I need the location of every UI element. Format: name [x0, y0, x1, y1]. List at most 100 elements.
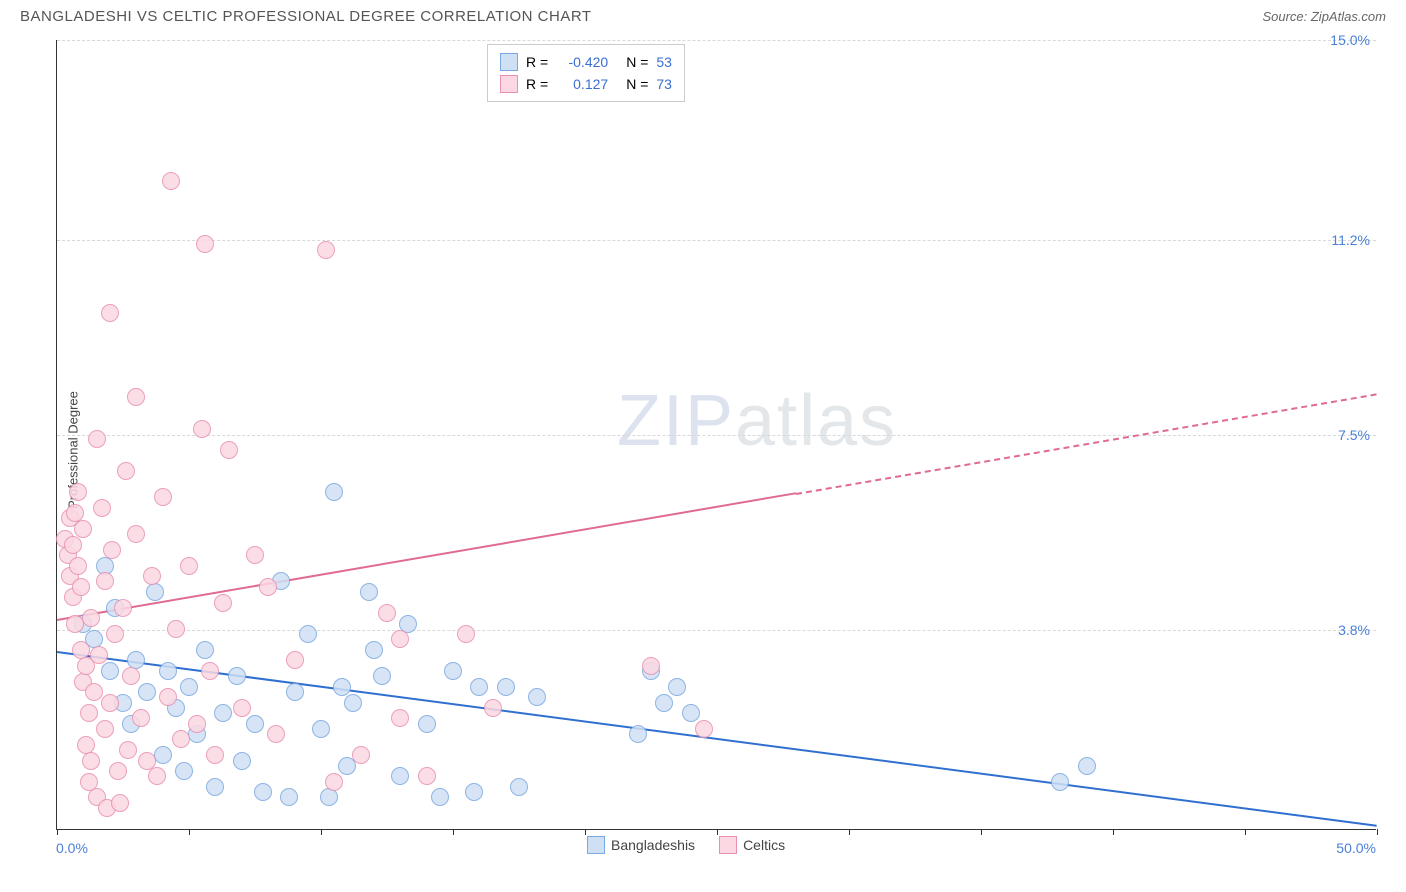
legend-swatch	[500, 75, 518, 93]
scatter-point-celtics	[317, 241, 335, 259]
scatter-point-bangladeshis	[175, 762, 193, 780]
scatter-point-celtics	[188, 715, 206, 733]
scatter-point-celtics	[101, 694, 119, 712]
x-tick	[585, 829, 586, 835]
y-tick-label: 7.5%	[1338, 427, 1370, 443]
watermark: ZIPatlas	[617, 380, 897, 462]
scatter-point-bangladeshis	[1051, 773, 1069, 791]
y-tick-label: 11.2%	[1331, 232, 1370, 248]
scatter-point-celtics	[117, 462, 135, 480]
scatter-point-celtics	[391, 709, 409, 727]
scatter-point-bangladeshis	[344, 694, 362, 712]
r-label: R =	[526, 51, 548, 73]
scatter-point-celtics	[80, 704, 98, 722]
scatter-point-bangladeshis	[146, 583, 164, 601]
scatter-point-celtics	[159, 688, 177, 706]
scatter-point-celtics	[109, 762, 127, 780]
x-tick	[321, 829, 322, 835]
scatter-point-bangladeshis	[180, 678, 198, 696]
gridline	[57, 435, 1376, 436]
n-label: N =	[626, 73, 648, 95]
scatter-point-bangladeshis	[320, 788, 338, 806]
scatter-point-celtics	[352, 746, 370, 764]
x-tick	[453, 829, 454, 835]
scatter-point-celtics	[484, 699, 502, 717]
gridline	[57, 40, 1376, 41]
scatter-point-celtics	[642, 657, 660, 675]
scatter-point-celtics	[172, 730, 190, 748]
x-tick	[189, 829, 190, 835]
scatter-point-bangladeshis	[312, 720, 330, 738]
gridline	[57, 240, 1376, 241]
scatter-point-celtics	[106, 625, 124, 643]
scatter-point-bangladeshis	[668, 678, 686, 696]
scatter-point-celtics	[101, 304, 119, 322]
scatter-point-celtics	[127, 525, 145, 543]
trend-line	[57, 493, 797, 622]
scatter-point-celtics	[162, 172, 180, 190]
scatter-point-bangladeshis	[682, 704, 700, 722]
x-tick	[57, 829, 58, 835]
x-min-label: 0.0%	[56, 840, 88, 856]
scatter-point-celtics	[214, 594, 232, 612]
scatter-point-bangladeshis	[325, 483, 343, 501]
scatter-point-celtics	[122, 667, 140, 685]
scatter-point-bangladeshis	[510, 778, 528, 796]
scatter-point-bangladeshis	[333, 678, 351, 696]
scatter-point-celtics	[93, 499, 111, 517]
scatter-point-bangladeshis	[431, 788, 449, 806]
trend-line-dashed	[796, 393, 1377, 495]
scatter-point-celtics	[391, 630, 409, 648]
y-tick-label: 15.0%	[1330, 32, 1370, 48]
scatter-point-bangladeshis	[138, 683, 156, 701]
scatter-point-bangladeshis	[391, 767, 409, 785]
scatter-point-celtics	[201, 662, 219, 680]
scatter-point-celtics	[196, 235, 214, 253]
scatter-point-celtics	[74, 520, 92, 538]
correlation-legend: R = -0.420N = 53R = 0.127N = 73	[487, 44, 685, 102]
scatter-point-celtics	[96, 720, 114, 738]
scatter-point-bangladeshis	[154, 746, 172, 764]
scatter-point-celtics	[111, 794, 129, 812]
scatter-point-celtics	[180, 557, 198, 575]
scatter-point-celtics	[267, 725, 285, 743]
scatter-point-bangladeshis	[465, 783, 483, 801]
legend-row-bangladeshis: R = -0.420N = 53	[500, 51, 672, 73]
x-tick	[1245, 829, 1246, 835]
scatter-point-bangladeshis	[254, 783, 272, 801]
scatter-point-celtics	[418, 767, 436, 785]
scatter-point-celtics	[119, 741, 137, 759]
x-tick	[1113, 829, 1114, 835]
source-credit: Source: ZipAtlas.com	[1262, 9, 1386, 24]
scatter-point-celtics	[286, 651, 304, 669]
scatter-point-celtics	[378, 604, 396, 622]
scatter-point-bangladeshis	[228, 667, 246, 685]
scatter-point-celtics	[325, 773, 343, 791]
scatter-point-bangladeshis	[280, 788, 298, 806]
scatter-point-bangladeshis	[629, 725, 647, 743]
scatter-point-bangladeshis	[206, 778, 224, 796]
scatter-point-celtics	[88, 430, 106, 448]
scatter-point-celtics	[206, 746, 224, 764]
scatter-point-celtics	[114, 599, 132, 617]
x-tick	[1377, 829, 1378, 835]
scatter-point-celtics	[127, 388, 145, 406]
x-tick	[849, 829, 850, 835]
scatter-point-celtics	[695, 720, 713, 738]
scatter-point-celtics	[90, 646, 108, 664]
scatter-point-bangladeshis	[418, 715, 436, 733]
scatter-point-bangladeshis	[196, 641, 214, 659]
scatter-point-bangladeshis	[159, 662, 177, 680]
scatter-point-celtics	[167, 620, 185, 638]
scatter-point-celtics	[246, 546, 264, 564]
scatter-point-celtics	[143, 567, 161, 585]
gridline	[57, 630, 1376, 631]
scatter-point-bangladeshis	[101, 662, 119, 680]
scatter-point-celtics	[85, 683, 103, 701]
n-label: N =	[626, 51, 648, 73]
r-value: 0.127	[556, 73, 608, 95]
scatter-point-bangladeshis	[214, 704, 232, 722]
scatter-point-bangladeshis	[299, 625, 317, 643]
trend-line	[57, 651, 1377, 827]
scatter-point-celtics	[154, 488, 172, 506]
